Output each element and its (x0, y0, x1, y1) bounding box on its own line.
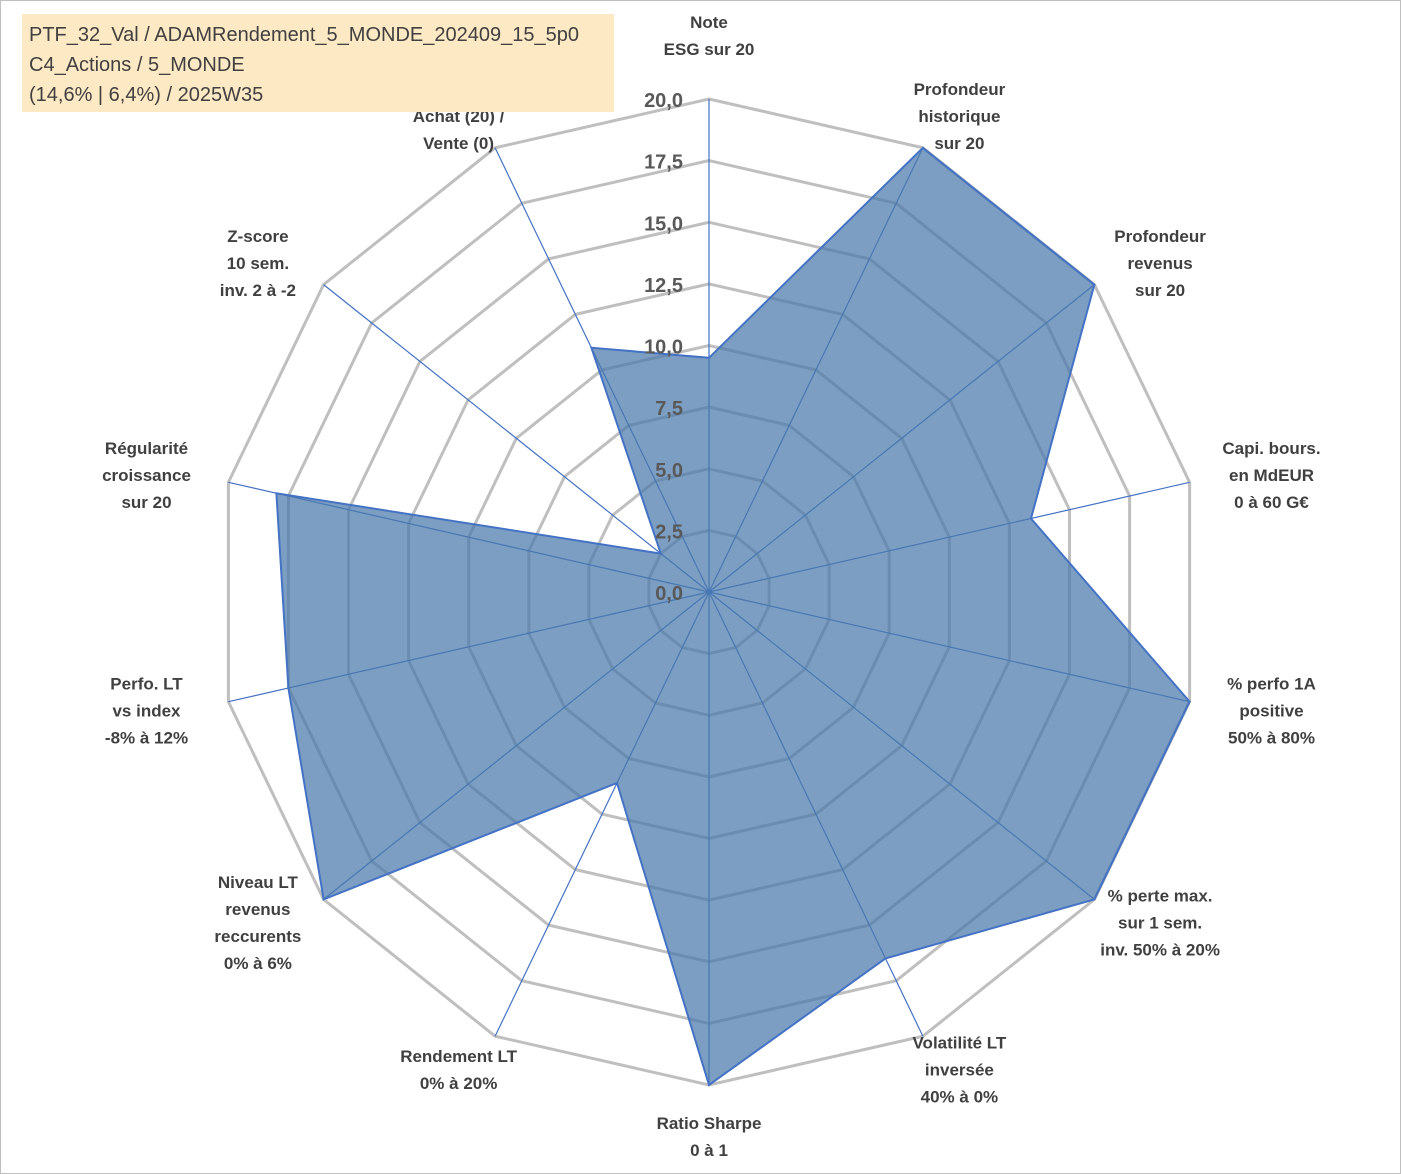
info-line-portfolio: PTF_32_Val / ADAMRendement_5_MONDE_20240… (29, 24, 579, 46)
series-area (275, 146, 1191, 1087)
axis-label: historique (918, 107, 1000, 126)
axis-label: inv. 50% à 20% (1100, 941, 1220, 960)
axis-label: 0% à 20% (420, 1074, 498, 1093)
axis-label: Perfo. LT (110, 675, 183, 694)
axis-label: Profondeur (1114, 227, 1206, 246)
info-line-category: C4_Actions / 5_MONDE (29, 54, 245, 76)
axis-label: Z-score (227, 227, 288, 246)
axis-label: revenus (1127, 254, 1192, 273)
axis-label: sur 20 (121, 493, 171, 512)
axis-label: Régularité (105, 439, 188, 458)
axis-label: Note (690, 13, 728, 32)
axis-label: Niveau LT (218, 873, 299, 892)
axis-label: % perfo 1A (1227, 675, 1316, 694)
axis-label: positive (1239, 702, 1303, 721)
series-layer (275, 146, 1191, 1087)
axis-label: 40% à 0% (921, 1087, 999, 1106)
axis-label: ESG sur 20 (664, 40, 755, 59)
axis-label: 0 à 1 (690, 1141, 728, 1160)
tick-layer: 0,0 2,5 5,0 7,5 10,0 12,5 15,0 17,5 20,0 (644, 90, 683, 605)
axis-label: % perte max. (1108, 887, 1213, 906)
axis-label: Rendement LT (400, 1047, 517, 1066)
tick-label: 12,5 (644, 275, 683, 297)
tick-label: 10,0 (644, 337, 683, 359)
axis-label: Vente (0) (423, 134, 494, 153)
axis-label: sur 20 (934, 134, 984, 153)
axis-label: Ratio Sharpe (657, 1114, 762, 1133)
axis-label: reccurents (214, 927, 301, 946)
tick-label: 20,0 (644, 90, 683, 112)
axis-label: 0% à 6% (224, 954, 292, 973)
tick-label: 5,0 (655, 460, 683, 482)
axis-label: vs index (112, 702, 181, 721)
info-box: PTF_32_Val / ADAMRendement_5_MONDE_20240… (22, 14, 614, 112)
tick-label: 0,0 (655, 583, 683, 605)
axis-label: 10 sem. (227, 254, 289, 273)
label-layer: Note ESG sur 20 Profondeur historique sur 20… (102, 13, 1321, 1160)
info-line-stats: (14,6% | 6,4%) / 2025W35 (29, 84, 264, 106)
axis-label: Profondeur (914, 80, 1006, 99)
tick-label: 15,0 (644, 213, 683, 235)
axis-label: 50% à 80% (1228, 729, 1315, 748)
tick-label: 17,5 (644, 152, 683, 174)
axis-label: en MdEUR (1229, 466, 1314, 485)
axis-label: Volatilité LT (912, 1033, 1006, 1052)
axis-label: sur 20 (1135, 281, 1185, 300)
axis-label: revenus (225, 900, 290, 919)
axis-spoke (323, 284, 710, 593)
axis-label: inv. 2 à -2 (220, 281, 296, 300)
tick-label: 7,5 (655, 398, 683, 420)
axis-label: inversée (925, 1060, 994, 1079)
tick-label: 2,5 (655, 521, 683, 543)
axis-label: -8% à 12% (105, 729, 188, 748)
axis-label: croissance (102, 466, 191, 485)
axis-label: sur 1 sem. (1118, 914, 1202, 933)
axis-label: 0 à 60 G€ (1234, 493, 1309, 512)
axis-label: Capi. bours. (1222, 439, 1320, 458)
